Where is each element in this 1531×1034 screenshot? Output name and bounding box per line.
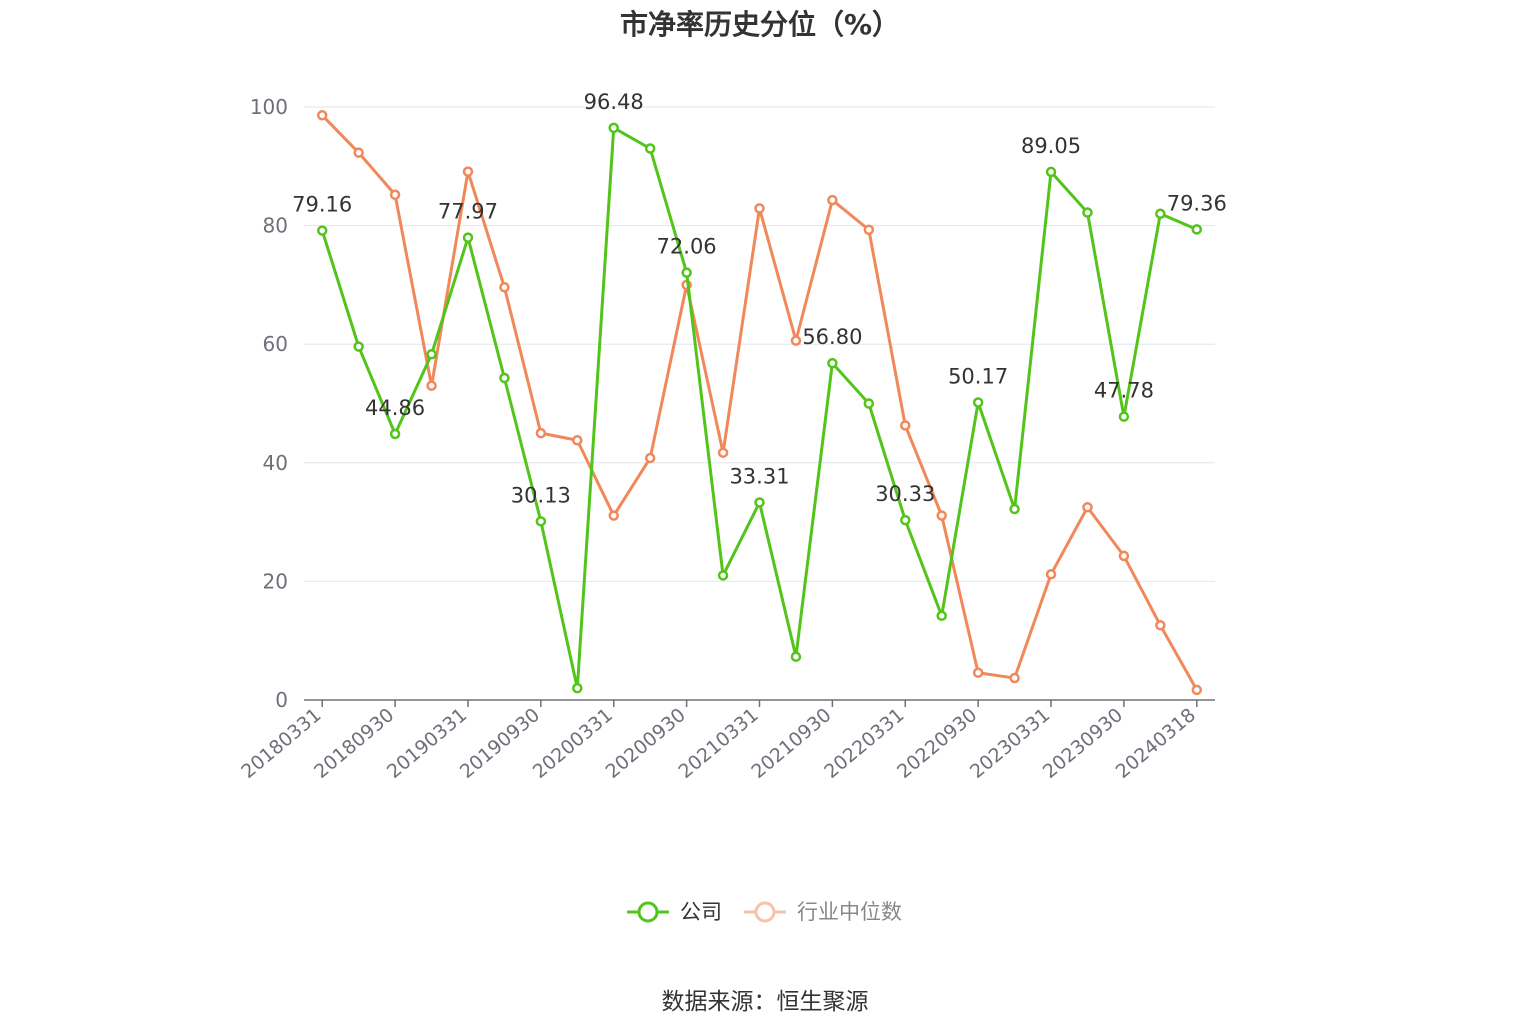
data-point[interactable]	[499, 372, 510, 384]
data-point[interactable]	[535, 516, 547, 527]
data-point[interactable]	[1155, 208, 1166, 219]
data-source-note: 数据来源：恒生聚源	[662, 989, 869, 1015]
legend-label-company: 公司	[680, 900, 722, 924]
data-point[interactable]	[754, 497, 765, 508]
data-point[interactable]	[1118, 550, 1130, 562]
legend-label-industry-median: 行业中位数	[797, 900, 902, 924]
data-point[interactable]	[644, 452, 656, 464]
data-point[interactable]	[1045, 166, 1057, 178]
x-tick-label: 20180331	[237, 704, 325, 783]
data-point[interactable]	[863, 398, 875, 409]
x-tick-label: 20190930	[456, 704, 544, 783]
data-point[interactable]	[900, 420, 911, 431]
data-point[interactable]	[572, 435, 583, 446]
legend-item-industry-median[interactable]: 行业中位数	[744, 900, 902, 924]
data-label: 30.33	[875, 482, 935, 506]
data-point[interactable]	[572, 682, 583, 694]
data-label: 96.48	[584, 90, 644, 114]
data-point[interactable]	[1082, 502, 1093, 513]
grid-layer	[304, 106, 1215, 582]
data-label: 72.06	[657, 235, 717, 259]
y-tick-label: 20	[263, 569, 288, 593]
data-point[interactable]	[1009, 503, 1020, 515]
data-point[interactable]	[1191, 224, 1203, 235]
data-point[interactable]	[608, 510, 619, 521]
data-point[interactable]	[827, 194, 838, 206]
data-label: 30.13	[511, 483, 571, 507]
data-label: 50.17	[948, 364, 1008, 388]
data-point[interactable]	[717, 447, 729, 458]
x-tick-label: 20190331	[383, 704, 471, 783]
legend-item-company[interactable]: 公司	[627, 900, 722, 924]
x-tick-label: 20220331	[820, 704, 908, 783]
data-point[interactable]	[316, 225, 328, 236]
x-tick-label: 20220930	[893, 704, 981, 783]
x-tick-label: 20210331	[674, 704, 762, 783]
data-point[interactable]	[608, 122, 619, 134]
legend: 公司 行业中位数	[627, 900, 902, 924]
y-tick-label: 100	[250, 95, 288, 119]
data-label: 77.97	[438, 200, 498, 224]
data-label: 89.05	[1021, 134, 1081, 158]
legend-marker-industry-median	[754, 901, 776, 923]
data-point[interactable]	[936, 610, 947, 622]
x-tick-label: 20230331	[966, 704, 1054, 783]
data-point[interactable]	[1082, 207, 1093, 218]
data-point[interactable]	[462, 232, 474, 243]
y-tick-label: 40	[263, 451, 288, 475]
y-tick-label: 0	[275, 688, 288, 712]
data-point[interactable]	[353, 341, 364, 352]
data-point[interactable]	[790, 651, 802, 662]
data-point[interactable]	[717, 570, 729, 581]
data-point[interactable]	[863, 224, 875, 236]
data-point[interactable]	[900, 514, 911, 526]
data-label: 56.80	[802, 325, 862, 349]
data-label: 79.16	[292, 193, 352, 217]
data-point[interactable]	[644, 143, 656, 154]
data-point[interactable]	[499, 282, 510, 293]
data-point[interactable]	[462, 166, 474, 177]
chart-title: 市净率历史分位（%）	[620, 8, 900, 41]
data-point[interactable]	[426, 380, 437, 391]
data-point[interactable]	[389, 428, 401, 440]
x-tick-label: 20200331	[529, 704, 617, 783]
data-point[interactable]	[316, 110, 328, 121]
data-point[interactable]	[353, 147, 364, 158]
data-point[interactable]	[389, 189, 401, 201]
series-layer	[316, 110, 1203, 696]
x-tick-label: 20180930	[310, 704, 398, 783]
data-point[interactable]	[1155, 620, 1166, 631]
data-label: 79.36	[1167, 191, 1227, 215]
data-label: 33.31	[729, 464, 789, 488]
data-point[interactable]	[1118, 411, 1130, 422]
data-point[interactable]	[972, 667, 984, 678]
y-tick-label: 80	[263, 214, 288, 238]
x-tick-label: 20200930	[602, 704, 690, 783]
data-point[interactable]	[754, 203, 765, 214]
data-point[interactable]	[972, 397, 984, 408]
data-point[interactable]	[1045, 569, 1057, 580]
data-point[interactable]	[936, 510, 947, 521]
x-tick-label: 20240318	[1112, 704, 1200, 783]
data-point[interactable]	[535, 427, 547, 439]
data-point[interactable]	[681, 267, 692, 278]
data-label-layer: 79.16 44.86 77.97 30.13 96.48 72.06 33.31 56.80…	[292, 90, 1227, 507]
data-point[interactable]	[426, 349, 437, 360]
y-tick-label: 60	[263, 332, 288, 356]
x-tick-label: 20230930	[1039, 704, 1127, 783]
legend-marker-company	[637, 901, 659, 923]
data-point[interactable]	[827, 357, 838, 369]
data-label: 44.86	[365, 396, 425, 420]
data-point[interactable]	[1009, 672, 1020, 684]
data-point[interactable]	[1191, 684, 1203, 696]
data-point[interactable]	[790, 335, 802, 346]
x-tick-label: 20210930	[747, 704, 835, 783]
data-label: 47.78	[1094, 379, 1154, 403]
